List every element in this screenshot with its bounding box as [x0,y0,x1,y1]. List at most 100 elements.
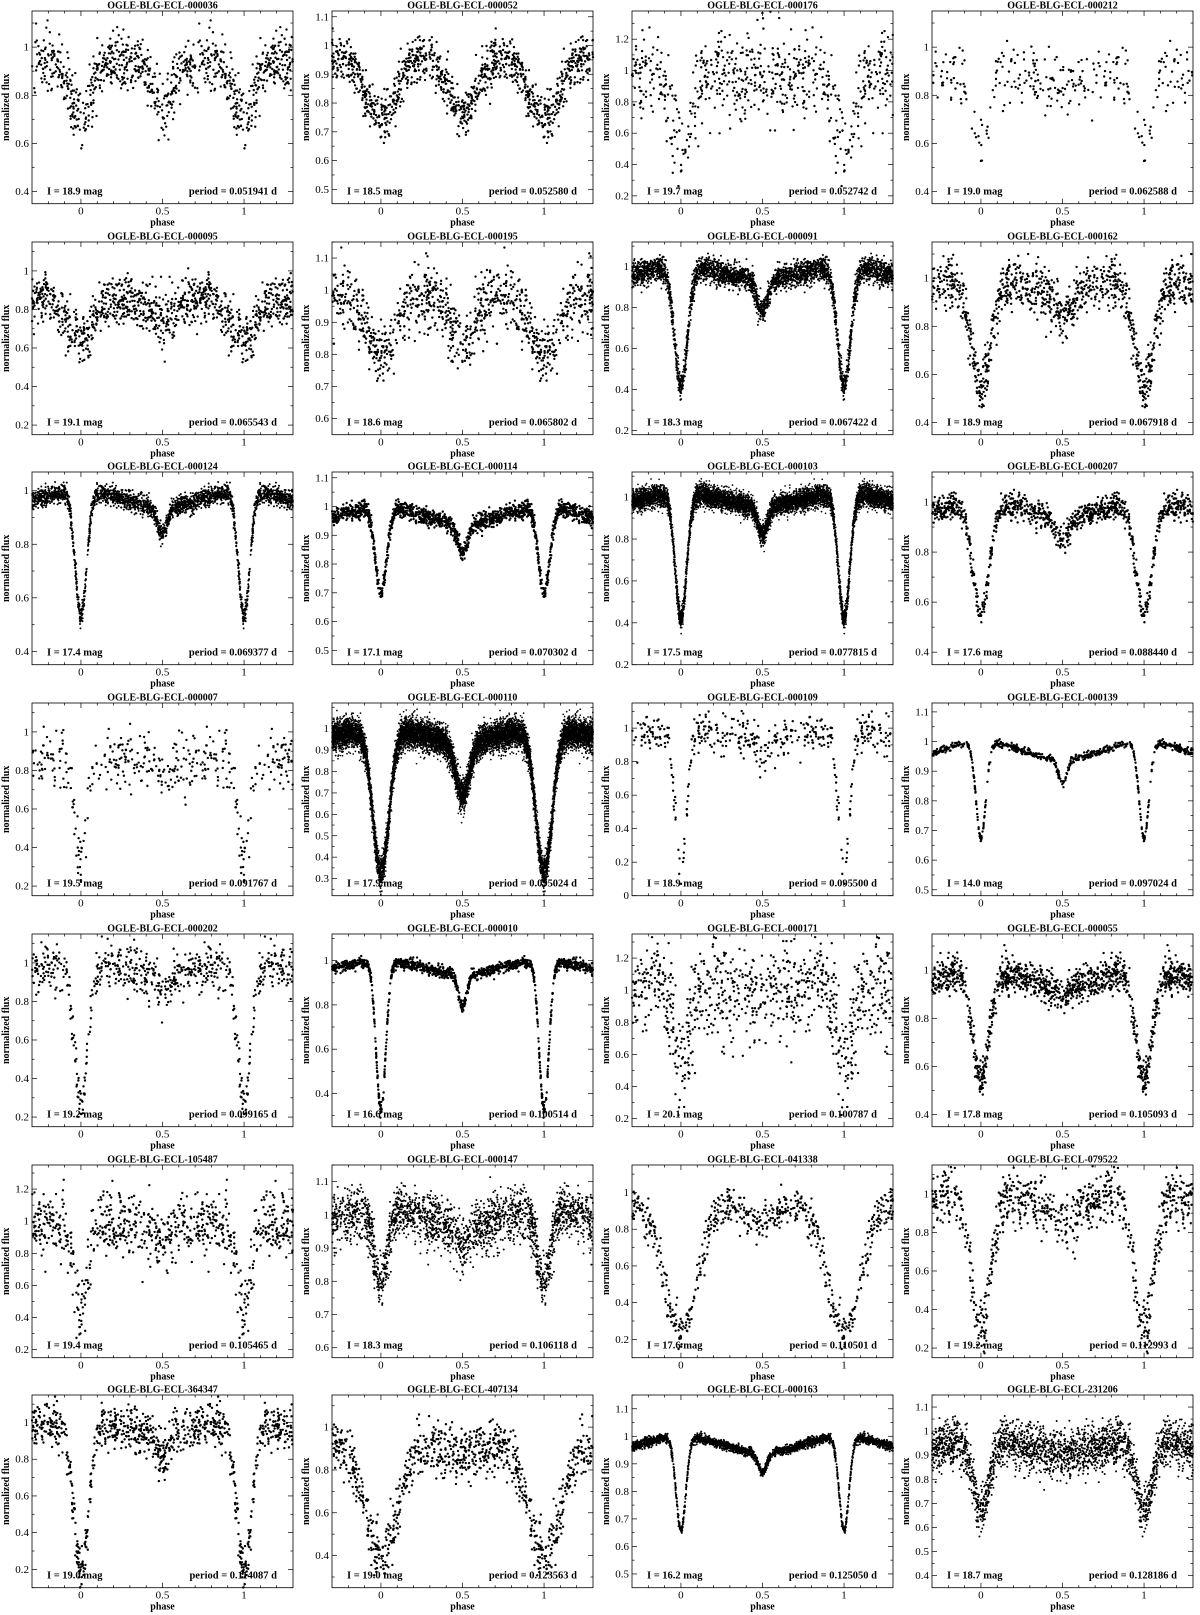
flux-point [486,86,489,89]
flux-point [1166,84,1170,87]
flux-point [91,75,94,79]
flux-point [281,282,284,285]
flux-point [383,117,386,121]
flux-point [989,106,992,109]
flux-point [639,89,642,93]
flux-point [480,44,484,48]
flux-point [138,324,142,328]
flux-point [1103,69,1107,73]
flux-point [266,51,270,54]
flux-point [245,112,249,115]
flux-point [281,54,285,58]
flux-point [208,64,212,68]
flux-point [179,79,182,82]
flux-point [115,313,118,317]
flux-point [448,311,452,314]
flux-point [238,104,241,107]
flux-point [456,319,459,323]
flux-point [541,373,545,377]
flux-point [492,50,495,53]
flux-point [552,118,556,121]
flux-point [288,56,291,59]
flux-point [69,125,73,129]
panel-title: OGLE-BLG-ECL-000195 [407,231,517,242]
flux-point [586,57,589,60]
flux-point [413,339,417,342]
flux-point [1077,83,1080,86]
flux-point [579,77,582,81]
flux-point [122,293,126,297]
flux-point [434,321,437,325]
flux-point [236,331,240,335]
flux-point [353,76,356,79]
flux-point [394,103,398,106]
flux-point [456,366,460,370]
flux-point [586,275,590,279]
y-tick-label: 1 [324,40,330,52]
flux-point [173,56,176,59]
flux-point [84,107,87,110]
flux-point [410,76,413,79]
flux-point [151,82,154,86]
flux-point [1176,80,1179,83]
flux-point [477,337,481,341]
flux-point [246,123,249,126]
flux-point [67,335,70,338]
flux-point [863,51,866,55]
flux-point [32,305,35,308]
flux-point [228,310,231,314]
flux-point [546,355,549,359]
flux-point [45,64,48,68]
flux-point [750,48,754,51]
flux-point [59,51,62,54]
flux-point [692,102,695,105]
flux-point [700,122,704,125]
flux-point [586,310,589,314]
flux-point [765,88,768,91]
flux-point [253,103,256,107]
flux-point [425,279,428,283]
flux-point [1173,58,1176,61]
flux-point [288,63,292,66]
flux-point [530,329,534,332]
flux-point [452,320,455,323]
flux-point [380,354,383,357]
flux-point [532,341,535,345]
flux-point [192,65,196,69]
flux-point [276,286,279,290]
flux-point [548,106,552,109]
flux-point [470,117,473,120]
flux-point [227,353,231,357]
y-tick-label: 0.8 [915,90,929,102]
flux-point [490,61,494,64]
flux-point [436,328,439,331]
flux-point [120,37,123,40]
flux-point [411,48,414,51]
flux-point [412,59,416,63]
flux-point [542,318,546,321]
flux-point [165,322,169,325]
flux-point [488,269,492,272]
flux-point [446,104,449,107]
flux-point [678,116,681,120]
flux-point [863,56,867,60]
flux-point [529,317,533,320]
flux-point [634,48,638,51]
flux-point [556,82,559,86]
flux-point [1097,50,1100,53]
flux-point [561,308,564,312]
flux-point [61,86,64,89]
flux-point [793,47,796,51]
flux-point [576,285,580,288]
flux-point [158,324,161,327]
flux-point [513,52,516,55]
flux-point [485,268,489,271]
flux-point [1062,93,1065,96]
flux-point [721,89,724,93]
flux-point [89,103,93,107]
flux-point [886,35,890,39]
flux-point [438,315,441,318]
flux-point [205,67,208,71]
flux-point [759,52,762,55]
flux-point [207,306,210,310]
